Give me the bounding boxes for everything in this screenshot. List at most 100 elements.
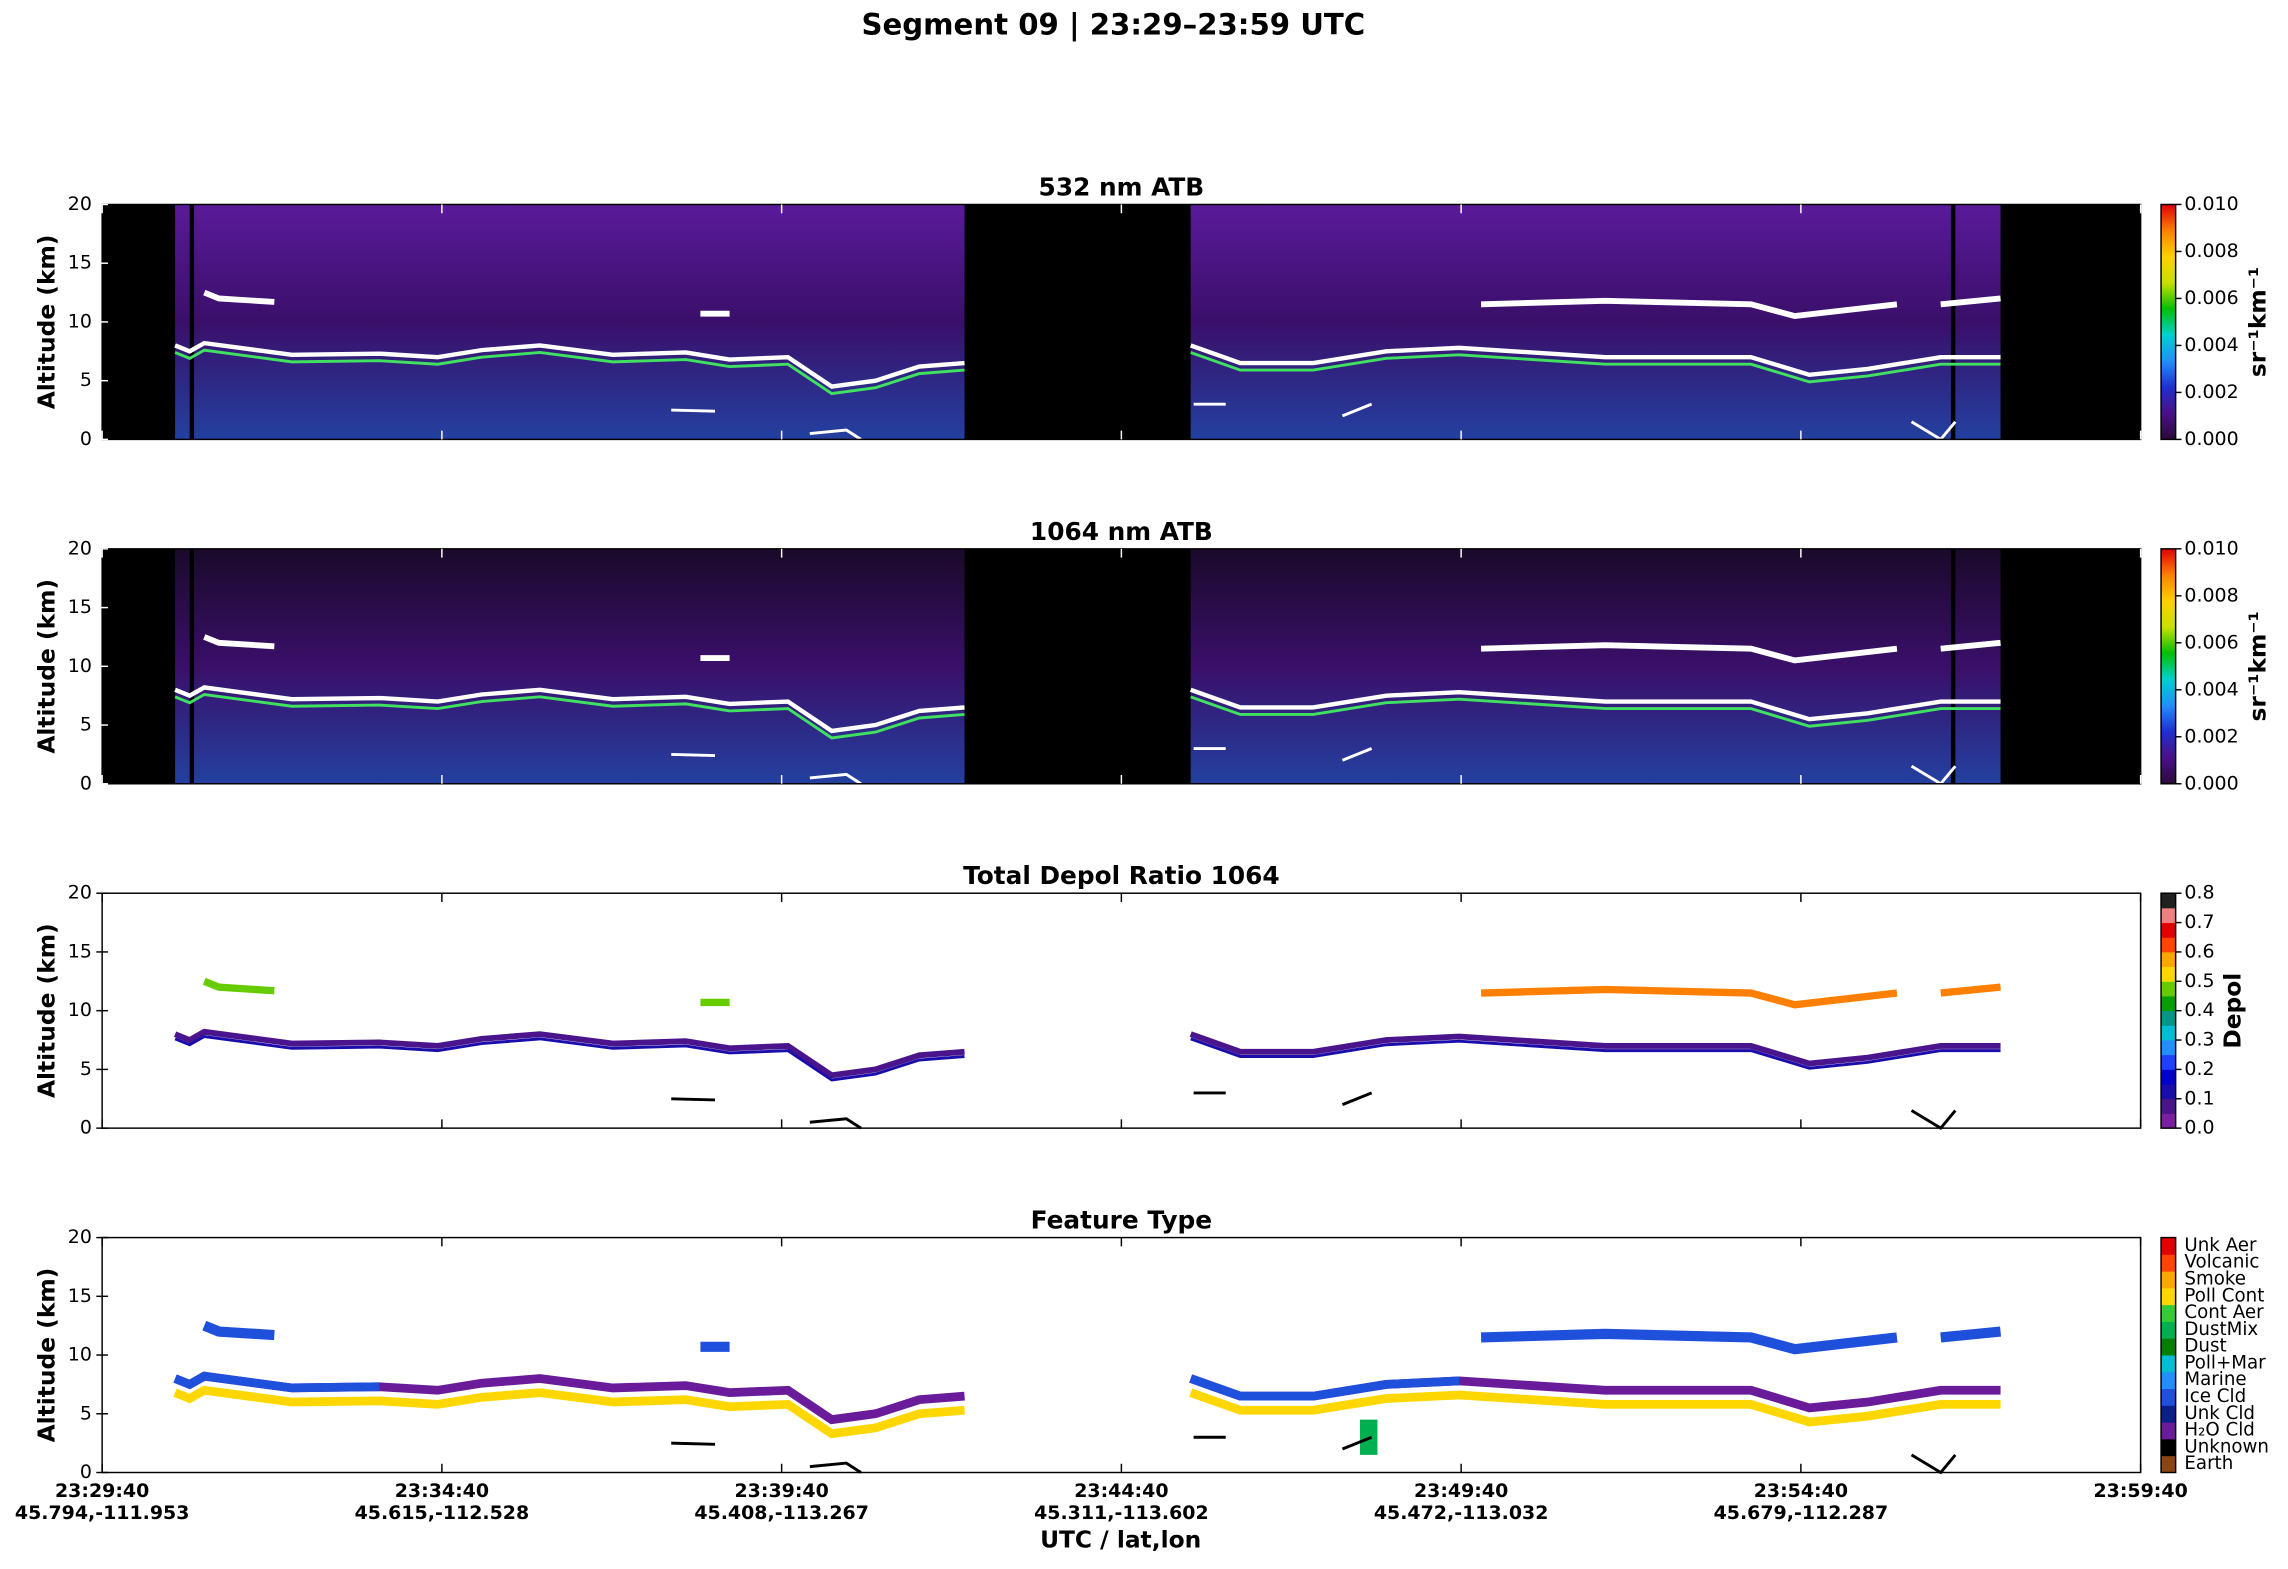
cloud-layer bbox=[1480, 297, 1898, 320]
cloud-base bbox=[1190, 695, 2001, 728]
surface bbox=[1341, 1091, 1373, 1106]
y-tick-label: 0 bbox=[80, 1117, 92, 1139]
colorbar-class-label: Marine bbox=[2184, 1369, 2246, 1390]
y-tick-label: 5 bbox=[80, 369, 92, 391]
colorbar bbox=[2161, 548, 2176, 784]
colorbar-class-label: Poll Cont bbox=[2184, 1285, 2264, 1306]
colorbar-class-label: Unk Cld bbox=[2184, 1403, 2255, 1424]
y-axis-label: Altitude (km) bbox=[33, 235, 61, 410]
colorbar-step bbox=[2161, 907, 2176, 924]
x-tick-sublabel: 45.679,-112.287 bbox=[1714, 1502, 1889, 1524]
colorbar-frame bbox=[2160, 203, 2177, 441]
y-tick-label: 5 bbox=[80, 1058, 92, 1080]
colorbar-label: sr⁻¹km⁻¹ bbox=[2243, 611, 2271, 721]
surface bbox=[809, 772, 862, 785]
x-tick-label: 23:39:40 bbox=[734, 1480, 828, 1502]
colorbar-tick-label: 0.008 bbox=[2184, 584, 2238, 606]
no-data-stripe bbox=[189, 204, 195, 440]
colorbar-step bbox=[2161, 1098, 2176, 1114]
cloud-layer bbox=[1940, 295, 2001, 308]
feature bbox=[1940, 1326, 2002, 1343]
no-data-stripe bbox=[1950, 204, 1956, 440]
y-tick-label: 10 bbox=[68, 310, 92, 332]
feature bbox=[1189, 1374, 1460, 1401]
colorbar-class bbox=[2161, 1287, 2176, 1306]
curtain bbox=[175, 548, 965, 784]
colorbar-step bbox=[2161, 995, 2176, 1012]
colorbar-class bbox=[2161, 1355, 2176, 1373]
panel-title: Total Depol Ratio 1064 bbox=[963, 861, 1280, 890]
colorbar-frame bbox=[2160, 1236, 2177, 1474]
colorbar-class bbox=[2161, 1271, 2176, 1289]
colorbar-class bbox=[2161, 1237, 2176, 1255]
feature bbox=[173, 1385, 965, 1439]
surface bbox=[809, 1461, 862, 1474]
y-tick-label: 0 bbox=[80, 428, 92, 450]
curtain bbox=[1190, 204, 2001, 440]
y-tick-label: 5 bbox=[80, 1402, 92, 1424]
colorbar-class bbox=[2161, 1388, 2176, 1406]
cloud-base bbox=[174, 692, 965, 740]
panel-title: Feature Type bbox=[1031, 1206, 1212, 1235]
cloud-base bbox=[1190, 351, 2001, 384]
colorbar bbox=[2161, 204, 2176, 440]
colorbar-class-label: Ice Cld bbox=[2184, 1386, 2246, 1407]
panel-title: 532 nm ATB bbox=[1039, 172, 1205, 201]
feature bbox=[202, 1320, 275, 1341]
colorbar-class-label: Smoke bbox=[2184, 1269, 2246, 1290]
colorbar-tick-label: 0.3 bbox=[2184, 1029, 2214, 1051]
colorbar-class bbox=[2161, 1304, 2176, 1322]
y-tick-label: 20 bbox=[68, 537, 92, 559]
curtain bbox=[1190, 548, 2001, 784]
y-tick-label: 10 bbox=[68, 999, 92, 1021]
feature bbox=[1480, 1328, 1898, 1355]
cloud-layer bbox=[174, 1028, 965, 1079]
y-tick-label: 20 bbox=[68, 193, 92, 215]
colorbar-step bbox=[2161, 937, 2176, 953]
surface bbox=[809, 428, 862, 441]
surface bbox=[1341, 402, 1373, 418]
x-tick-sublabel: 45.615,-112.528 bbox=[355, 1502, 530, 1524]
colorbar-tick-label: 0.006 bbox=[2184, 287, 2238, 309]
colorbar-class-label: Cont Aer bbox=[2184, 1302, 2264, 1323]
cloud-layer bbox=[1189, 343, 2001, 378]
colorbar-class-label: Dust bbox=[2184, 1336, 2226, 1357]
surface bbox=[671, 1097, 716, 1102]
colorbar-class bbox=[2161, 1422, 2176, 1440]
y-tick-label: 10 bbox=[68, 655, 92, 677]
colorbar-class-label: Unknown bbox=[2184, 1436, 2269, 1457]
surface bbox=[1341, 1435, 1373, 1451]
y-tick-label: 15 bbox=[68, 1285, 92, 1307]
cloud-layer bbox=[1190, 1037, 2001, 1070]
surface bbox=[1341, 747, 1373, 762]
colorbar-step bbox=[2161, 893, 2176, 909]
surface bbox=[671, 752, 716, 758]
cloud-base bbox=[174, 348, 965, 396]
colorbar-class bbox=[2161, 1254, 2176, 1272]
cloud-layer bbox=[1480, 985, 1898, 1009]
surface bbox=[809, 1117, 862, 1130]
colorbar-tick-label: 0.004 bbox=[2184, 678, 2238, 700]
colorbar-tick-label: 0.000 bbox=[2184, 428, 2238, 450]
colorbar-tick-label: 0.002 bbox=[2184, 381, 2238, 403]
feature bbox=[173, 1371, 380, 1393]
colorbar-label: Depol bbox=[2219, 973, 2247, 1049]
y-tick-label: 20 bbox=[68, 1226, 92, 1248]
colorbar-class bbox=[2161, 1338, 2176, 1356]
colorbar-class bbox=[2161, 1455, 2176, 1473]
colorbar-step bbox=[2161, 1069, 2176, 1085]
feature bbox=[1189, 1388, 2001, 1427]
surface bbox=[1910, 1109, 1957, 1131]
colorbar-step bbox=[2161, 922, 2176, 938]
panel-title: 1064 nm ATB bbox=[1030, 517, 1213, 546]
x-tick-sublabel: 45.472,-113.032 bbox=[1374, 1502, 1549, 1524]
x-tick-sublabel: 45.408,-113.267 bbox=[694, 1502, 869, 1524]
colorbar-tick-label: 0.010 bbox=[2184, 193, 2238, 215]
colorbar-tick-label: 0.6 bbox=[2184, 940, 2214, 962]
y-tick-label: 0 bbox=[80, 772, 92, 794]
y-axis-label: Altitude (km) bbox=[33, 1268, 61, 1443]
colorbar-class-label: H₂O Cld bbox=[2184, 1420, 2254, 1441]
no-data-stripe bbox=[1950, 548, 1956, 784]
colorbar-tick-label: 0.008 bbox=[2184, 240, 2238, 262]
